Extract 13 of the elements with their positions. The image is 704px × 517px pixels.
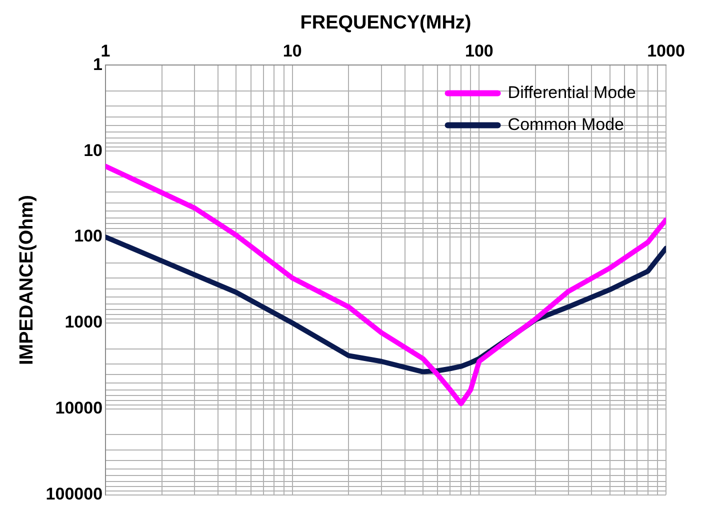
y-tick-label: 100000 — [46, 484, 103, 504]
y-tick-label: 1 — [93, 54, 103, 74]
x-tick-label: 100 — [464, 42, 494, 61]
legend-label: Differential Mode — [508, 82, 636, 102]
y-axis-title: IMPEDANCE(Ohm) — [16, 195, 38, 365]
x-axis-title: FREQUENCY(MHz) — [300, 12, 472, 34]
y-tick-label: 10000 — [55, 398, 103, 418]
legend-label: Common Mode — [508, 114, 624, 134]
y-tick-label: 100 — [74, 226, 103, 246]
x-tick-label: 10 — [282, 42, 302, 61]
x-tick-label: 1000 — [647, 42, 685, 61]
y-tick-label: 10 — [84, 140, 103, 160]
y-tick-label: 1000 — [64, 312, 103, 332]
